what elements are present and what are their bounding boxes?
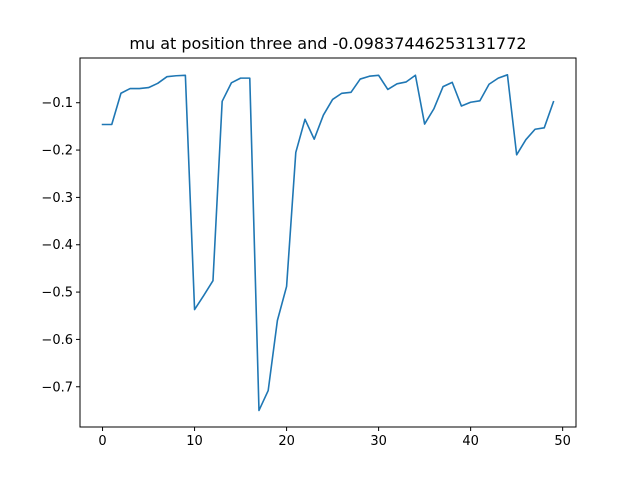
y-tick-label: −0.6 [41, 333, 73, 348]
y-tick-label: −0.7 [41, 380, 73, 395]
y-tick-label: −0.1 [41, 96, 73, 111]
y-axis: −0.7 −0.6 −0.5 −0.4 −0.3 −0.2 −0.1 [41, 96, 80, 395]
x-tick-label: 30 [370, 434, 387, 449]
x-axis: 0 10 20 30 40 50 [98, 427, 571, 449]
y-tick-label: −0.2 [41, 144, 73, 159]
x-tick-label: 20 [278, 434, 295, 449]
y-tick-label: −0.3 [41, 191, 73, 206]
chart-title: mu at position three and -0.098374462531… [129, 34, 526, 53]
x-tick-label: 40 [462, 434, 479, 449]
x-tick-label: 10 [186, 434, 203, 449]
plot-series [101, 74, 555, 412]
x-tick-label: 50 [554, 434, 571, 449]
x-tick-label: 0 [98, 434, 106, 449]
axes-frame [79, 57, 577, 428]
series-line [101, 74, 555, 412]
y-tick-label: −0.5 [41, 286, 73, 301]
y-tick-label: −0.4 [41, 238, 73, 253]
